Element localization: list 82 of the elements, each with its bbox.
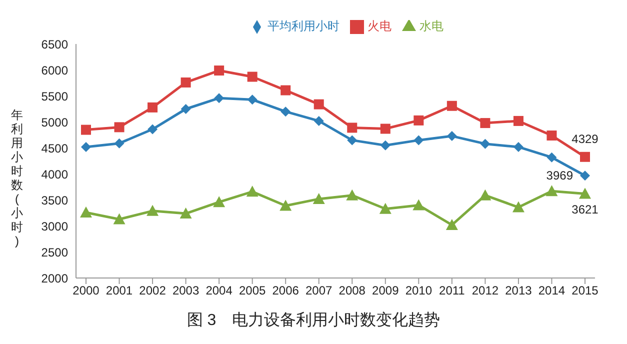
point [247,72,258,82]
point [347,122,358,133]
x-tick-label: 2002 [139,284,166,298]
point [81,124,91,135]
y-tick-label: 5500 [41,89,68,104]
point [346,189,358,200]
point [512,201,524,212]
x-tick-label: 2013 [505,284,532,298]
x-tick-label: 2003 [172,284,200,298]
x-tick-label: 2008 [338,284,366,298]
x-tick-label: 2009 [372,284,400,298]
x-tick-label: 2000 [72,284,100,298]
point [214,66,224,76]
point [414,115,424,126]
y-tick-label: 5000 [41,115,68,130]
point [546,152,557,162]
point [214,93,224,104]
point [280,106,291,117]
x-tick-label: 2012 [472,284,499,298]
legend-label: 水电 [420,19,444,33]
x-tick-label: 2005 [238,284,266,298]
point [146,204,159,216]
data-label: 3621 [572,202,599,217]
data-label: 3969 [546,168,574,183]
point [414,135,424,146]
point [380,124,390,134]
point [446,131,457,142]
point [480,138,490,149]
point [380,140,390,150]
legend-label: 火电 [368,19,392,33]
point [580,170,590,181]
x-tick-label: 2011 [439,284,466,298]
point [114,138,124,148]
point [513,142,524,152]
y-tick-label: 2500 [41,245,68,260]
point [280,85,291,96]
x-tick-label: 2001 [106,284,133,298]
point [81,142,91,152]
point [180,208,192,219]
x-tick-label: 2006 [272,284,300,298]
point [379,202,392,214]
point [180,77,191,88]
point [580,152,590,162]
x-tick-label: 2010 [405,284,432,298]
point [312,192,325,204]
text: 年利用小时数(小时) [11,108,23,248]
point [446,100,457,111]
point [113,213,126,224]
y-tick-label: 4000 [41,167,68,182]
y-tick-label: 2000 [41,271,68,286]
x-tick-label: 2004 [206,284,233,298]
point [148,102,158,112]
data-label: 4329 [572,132,599,146]
point [513,116,524,126]
point [546,130,557,141]
x-tick-label: 2014 [538,284,566,298]
point [80,206,92,218]
y-tick-label: 6500 [41,37,68,52]
y-tick-label: 3500 [41,193,68,208]
x-tick-label: 2007 [306,284,333,298]
point [247,94,258,105]
point [280,200,292,211]
text: 图 3 电力设备利用小时数变化趋势 [186,310,442,331]
point [114,122,124,132]
x-tick-label: 2015 [572,284,599,298]
legend-label: 平均利用小时 [268,19,340,33]
point [479,189,492,200]
y-tick-label: 3000 [41,219,68,234]
point [546,185,558,196]
point [213,196,226,208]
y-tick-label: 6000 [41,63,68,78]
point [314,116,324,126]
point [347,135,358,146]
point [446,218,458,230]
point [148,124,158,134]
point [314,99,324,110]
point [412,199,425,210]
point [180,104,191,114]
point [480,118,490,128]
y-tick-label: 4500 [41,141,68,156]
point [579,188,591,199]
point [246,186,258,197]
